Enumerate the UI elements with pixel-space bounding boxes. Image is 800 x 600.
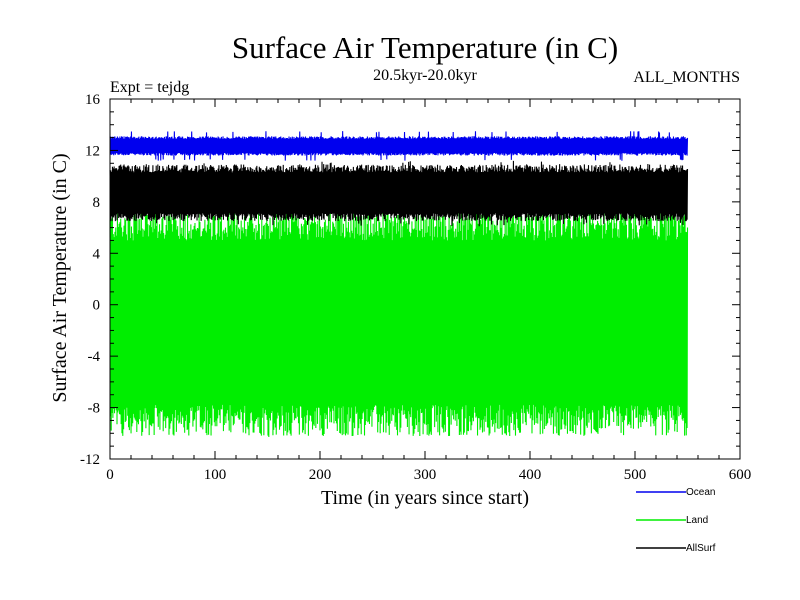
experiment-label: Expt = tejdg xyxy=(110,79,189,96)
y-tick-label: -4 xyxy=(88,349,101,365)
y-tick-label: -12 xyxy=(80,452,100,468)
legend: Ocean Land AllSurf xyxy=(636,487,716,554)
months-label: ALL_MONTHS xyxy=(633,69,740,86)
y-axis-label: Surface Air Temperature (in C) xyxy=(49,153,71,402)
series-line-allsurf xyxy=(109,160,689,227)
x-tick-label: 400 xyxy=(519,467,542,483)
x-tick-label: 300 xyxy=(414,467,437,483)
x-tick-label: 0 xyxy=(106,467,114,483)
x-tick-label: 500 xyxy=(624,467,647,483)
y-tick-label: -8 xyxy=(88,401,101,417)
legend-label-allsurf: AllSurf xyxy=(686,543,716,554)
chart-title: Surface Air Temperature (in C) xyxy=(232,30,618,65)
x-tick-label: 600 xyxy=(729,467,752,483)
x-tick-label: 100 xyxy=(204,467,227,483)
axes-layer: 0 100 200 300 400 500 600 -12 -8 -4 0 4 8 12 16 xyxy=(80,92,751,483)
chart-subtitle: 20.5kyr-20.0kyr xyxy=(373,67,477,84)
legend-label-ocean: Ocean xyxy=(686,487,715,498)
x-axis-label: Time (in years since start) xyxy=(321,487,529,509)
y-tick-label: 12 xyxy=(85,143,100,159)
y-tick-label: 16 xyxy=(85,92,101,108)
y-tick-label: 0 xyxy=(93,298,101,314)
series-line-land xyxy=(109,209,689,437)
y-tick-label: 8 xyxy=(93,195,101,211)
series-line-ocean xyxy=(109,131,689,161)
x-tick-label: 200 xyxy=(309,467,332,483)
legend-label-land: Land xyxy=(686,515,708,526)
series-layer xyxy=(109,131,689,437)
y-tick-label: 4 xyxy=(93,246,101,262)
